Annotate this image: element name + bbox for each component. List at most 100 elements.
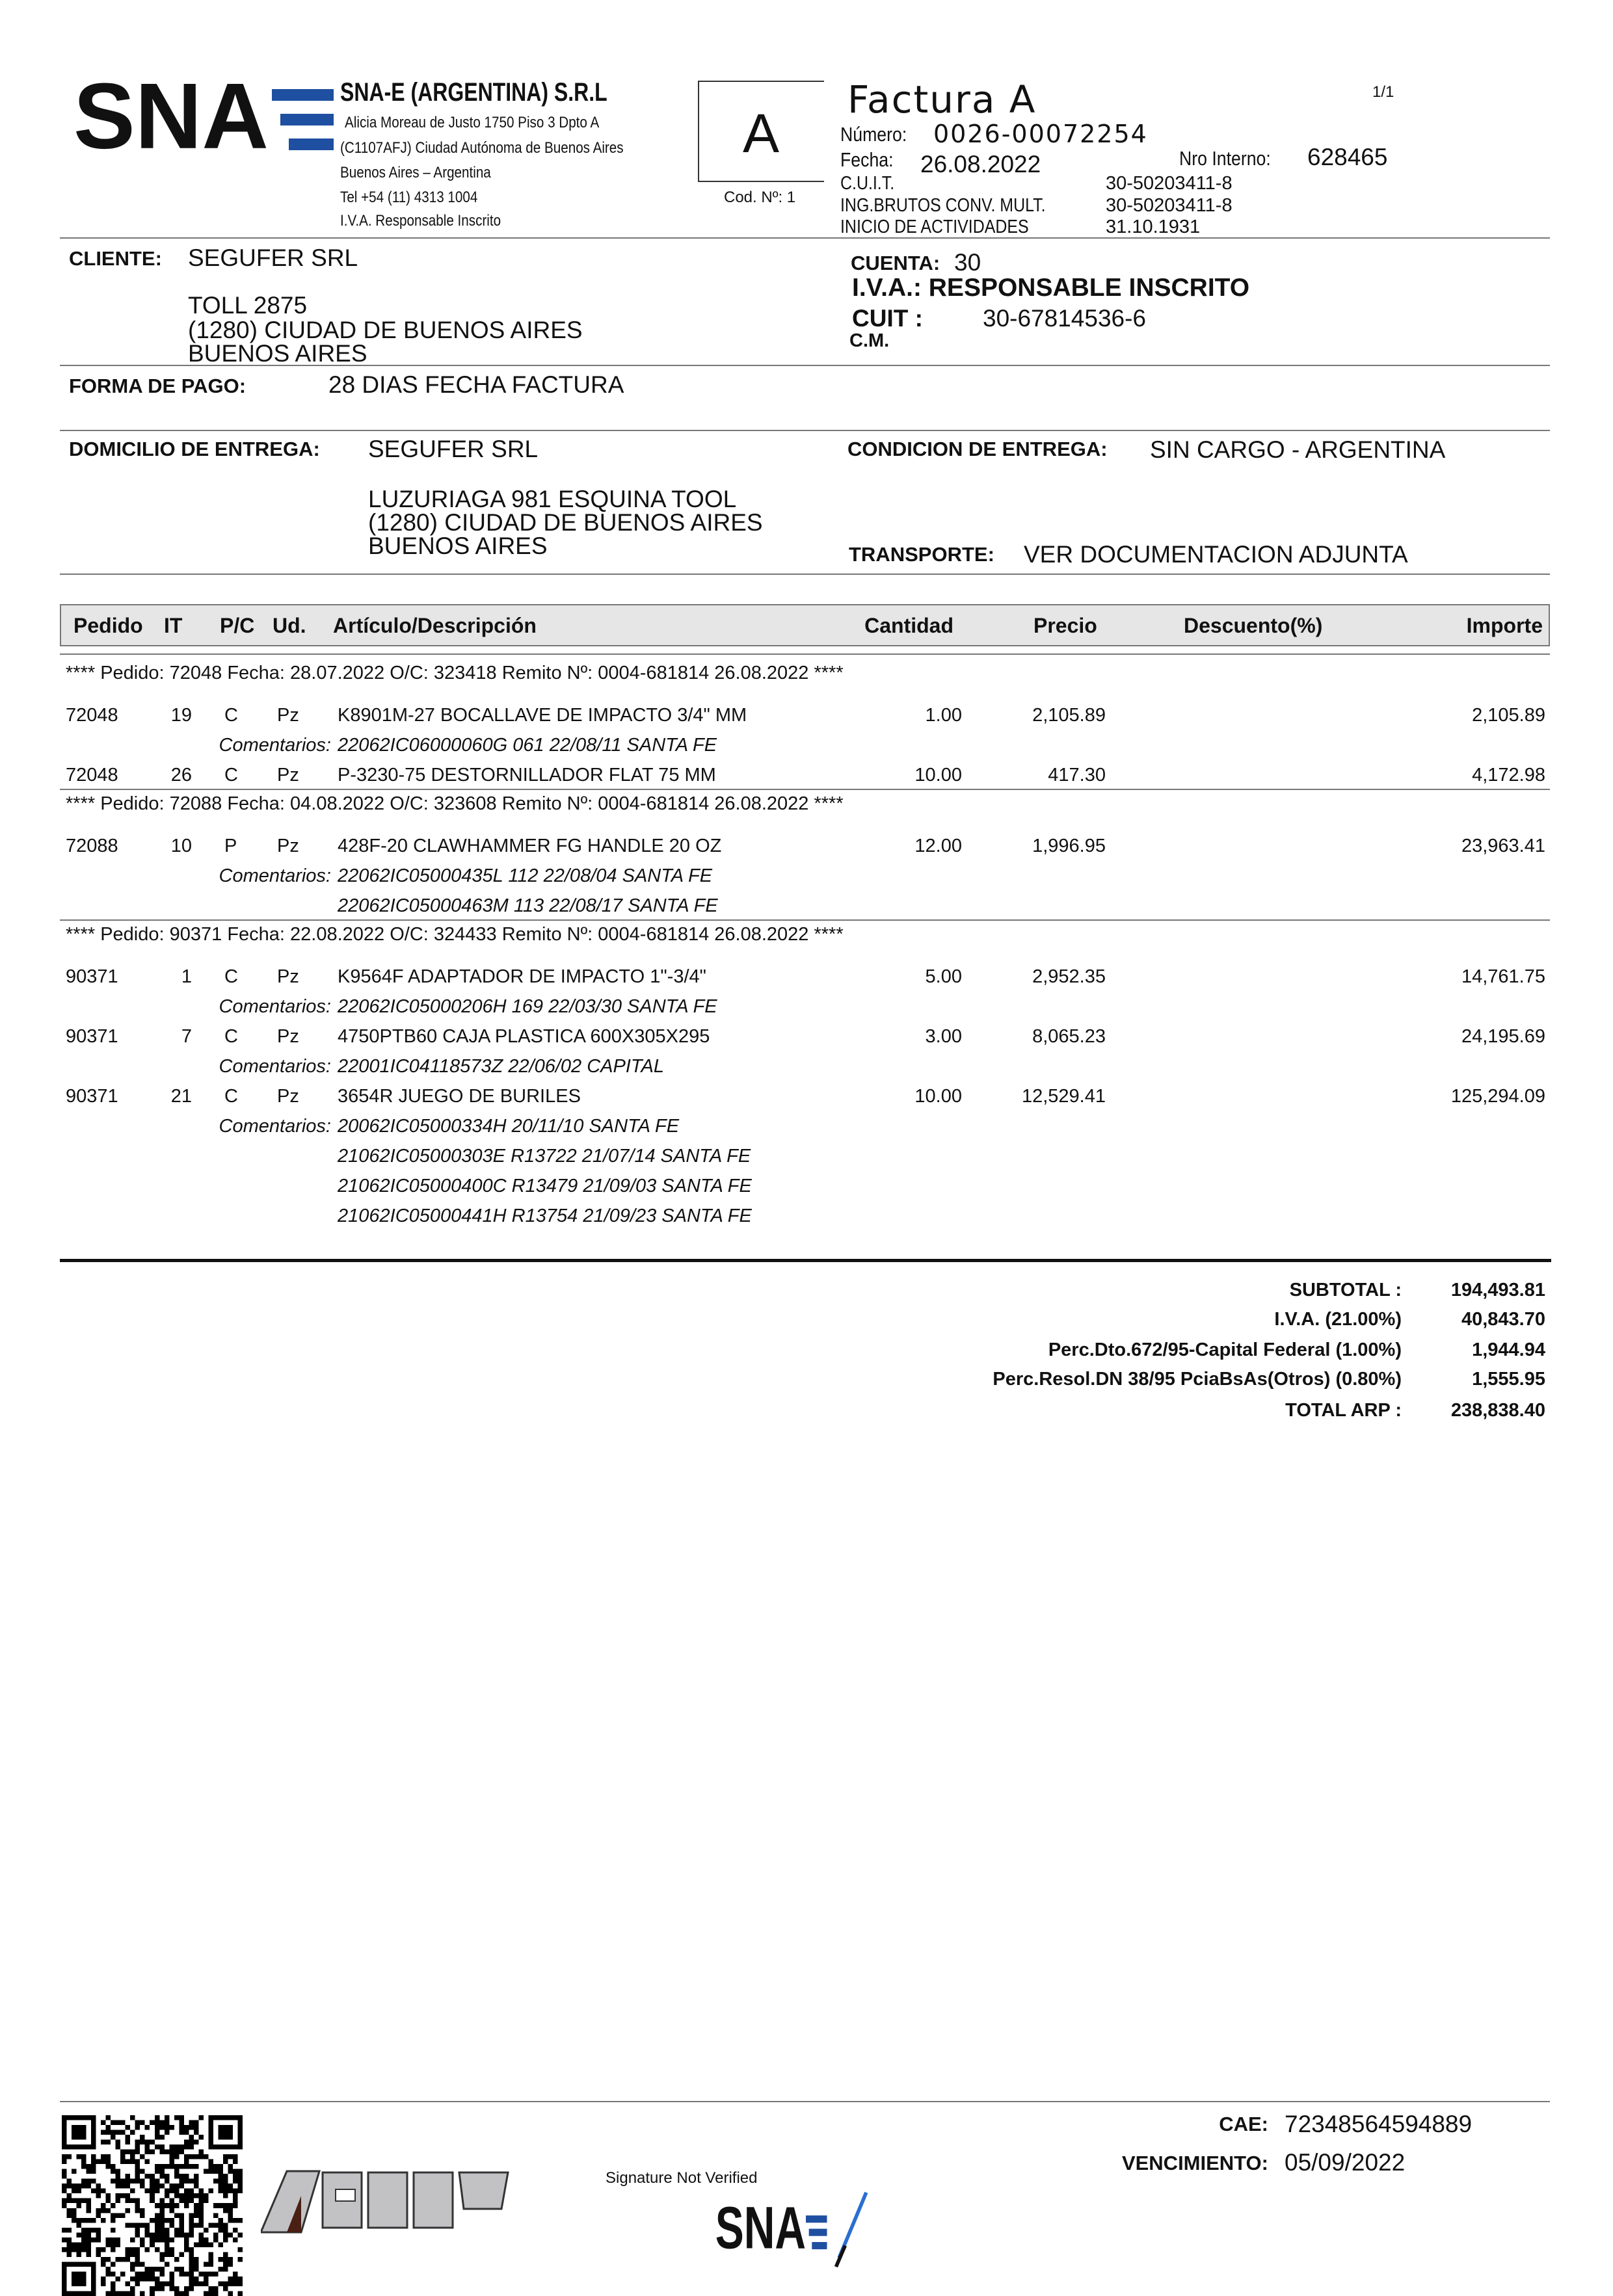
cliente-address: BUENOS AIRES [188,340,367,367]
line-pedido: 90371 [66,1086,118,1107]
invoice-title: Factura A [847,77,1037,122]
total-value: 238,838.40 [1450,1400,1545,1421]
line-comment: 20062IC05000334H 20/11/10 SANTA FE [338,1116,680,1137]
inicio-value: 31.10.1931 [1106,217,1201,237]
line-description: K9564F ADAPTADOR DE IMPACTO 1"-3/4" [338,966,706,987]
group-divider [60,919,1550,921]
delivery-name: SEGUFER SRL [368,436,539,462]
line-description: K8901M-27 BOCALLAVE DE IMPACTO 3/4" MM [338,705,747,726]
delivery-label: DOMICILIO DE ENTREGA: [69,438,320,460]
total-value: 194,493.81 [1450,1280,1545,1300]
cliente-label: CLIENTE: [69,247,162,270]
line-pedido: 72088 [66,836,118,856]
line-unit: Pz [277,1026,299,1047]
line-comment: 22062IC06000060G 061 22/08/11 SANTA FE [338,735,717,756]
numero-label: Número: [840,123,907,146]
col-cantidad: Cantidad [864,614,953,637]
line-quantity: 1.00 [925,705,962,726]
divider [60,2101,1550,2102]
comment-label: Comentarios: [219,735,331,756]
invoice-code: Cod. Nº: 1 [724,189,796,206]
condicion-value: SIN CARGO - ARGENTINA [1150,436,1446,463]
total-value: 1,944.94 [1472,1339,1545,1360]
line-description: P-3230-75 DESTORNILLADOR FLAT 75 MM [338,765,716,785]
line-description: 3654R JUEGO DE BURILES [338,1086,581,1107]
line-pc: C [224,966,238,987]
col-pedido: Pedido [73,614,143,637]
col-articulo: Artículo/Descripción [333,614,537,637]
comment-label: Comentarios: [219,1116,331,1137]
line-price: 8,065.23 [1032,1026,1106,1047]
line-pc: C [224,705,238,726]
line-unit: Pz [277,836,299,856]
line-pc: P [224,836,237,856]
page-number: 1/1 [1372,83,1394,101]
line-amount: 4,172.98 [1472,765,1545,785]
divider [60,574,1550,575]
inicio-label: INICIO DE ACTIVIDADES [840,217,1029,237]
col-it: IT [164,614,183,637]
line-pedido: 90371 [66,1026,118,1047]
line-comment: 22062IC05000463M 113 22/08/17 SANTA FE [338,895,718,916]
company-address: Buenos Aires – Argentina [340,164,491,181]
col-ud: Ud. [273,614,306,637]
divider [60,365,1550,366]
cliente-address: (1280) CIUDAD DE BUENOS AIRES [188,317,583,343]
comment-label: Comentarios: [219,1056,331,1077]
table-end-rule [60,1259,1551,1262]
transporte-label: TRANSPORTE: [849,543,994,566]
line-quantity: 12.00 [914,836,962,856]
invoice-type-letter: A [742,103,780,164]
line-unit: Pz [277,765,299,785]
line-pedido: 90371 [66,966,118,987]
line-quantity: 5.00 [925,966,962,987]
line-price: 417.30 [1048,765,1106,785]
invoice-number: 0026-00072254 [933,120,1148,148]
group-header: **** Pedido: 72088 Fecha: 04.08.2022 O/C… [66,793,844,814]
transporte-value: VER DOCUMENTACION ADJUNTA [1024,541,1408,568]
line-quantity: 3.00 [925,1026,962,1047]
line-price: 1,996.95 [1032,836,1106,856]
line-description: 4750PTB60 CAJA PLASTICA 600X305X295 [338,1026,710,1047]
divider [60,653,1550,655]
group-header: **** Pedido: 90371 Fecha: 22.08.2022 O/C… [66,924,844,945]
cliente-address: TOLL 2875 [188,292,308,319]
col-pc: P/C [220,614,255,637]
delivery-address: (1280) CIUDAD DE BUENOS AIRES [368,509,763,536]
vencimiento-value: 05/09/2022 [1285,2149,1406,2176]
line-amount: 14,761.75 [1461,966,1545,987]
invoice-date: 26.08.2022 [920,151,1041,178]
line-price: 2,952.35 [1032,966,1106,987]
cuit-label: C.U.I.T. [840,173,895,194]
line-item: 7 [181,1026,192,1047]
line-amount: 125,294.09 [1450,1086,1545,1107]
total-label: Perc.Resol.DN 38/95 PciaBsAs(Otros) (0.8… [993,1369,1402,1390]
client-cuit-label: CUIT : [852,305,923,332]
line-quantity: 10.00 [914,1086,962,1107]
divider [60,237,1550,239]
total-label: SUBTOTAL : [1289,1280,1402,1300]
group-header: **** Pedido: 72048 Fecha: 28.07.2022 O/C… [66,663,844,683]
col-descuento: Descuento(%) [1184,614,1323,637]
line-comment: 21062IC05000441H R13754 21/09/23 SANTA F… [338,1206,752,1226]
line-pedido: 72048 [66,765,118,785]
line-unit: Pz [277,966,299,987]
ingbrutos-label: ING.BRUTOS CONV. MULT. [840,195,1046,216]
ingbrutos-value: 30-50203411-8 [1106,195,1233,216]
cm-label: C.M. [849,330,890,351]
line-comment: 21062IC05000303E R13722 21/07/14 SANTA F… [338,1146,751,1167]
line-pc: C [224,765,238,785]
line-item: 1 [181,966,192,987]
total-label: TOTAL ARP : [1285,1400,1402,1421]
cae-label: CAE: [1219,2113,1268,2135]
total-value: 1,555.95 [1472,1369,1545,1390]
company-address: (C1107AFJ) Ciudad Autónoma de Buenos Air… [340,139,624,157]
line-quantity: 10.00 [914,765,962,785]
client-cuit-value: 30-67814536-6 [983,305,1146,332]
invoice-type-box [698,81,824,182]
comment-label: Comentarios: [219,865,331,886]
line-pc: C [224,1026,238,1047]
line-description: 428F-20 CLAWHAMMER FG HANDLE 20 OZ [338,836,722,856]
nro-interno: 628465 [1307,144,1388,170]
iva-condition: I.V.A.: RESPONSABLE INSCRITO [852,274,1250,302]
